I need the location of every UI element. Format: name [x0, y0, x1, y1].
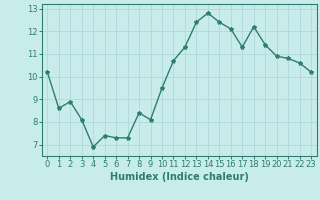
X-axis label: Humidex (Indice chaleur): Humidex (Indice chaleur) [110, 172, 249, 182]
